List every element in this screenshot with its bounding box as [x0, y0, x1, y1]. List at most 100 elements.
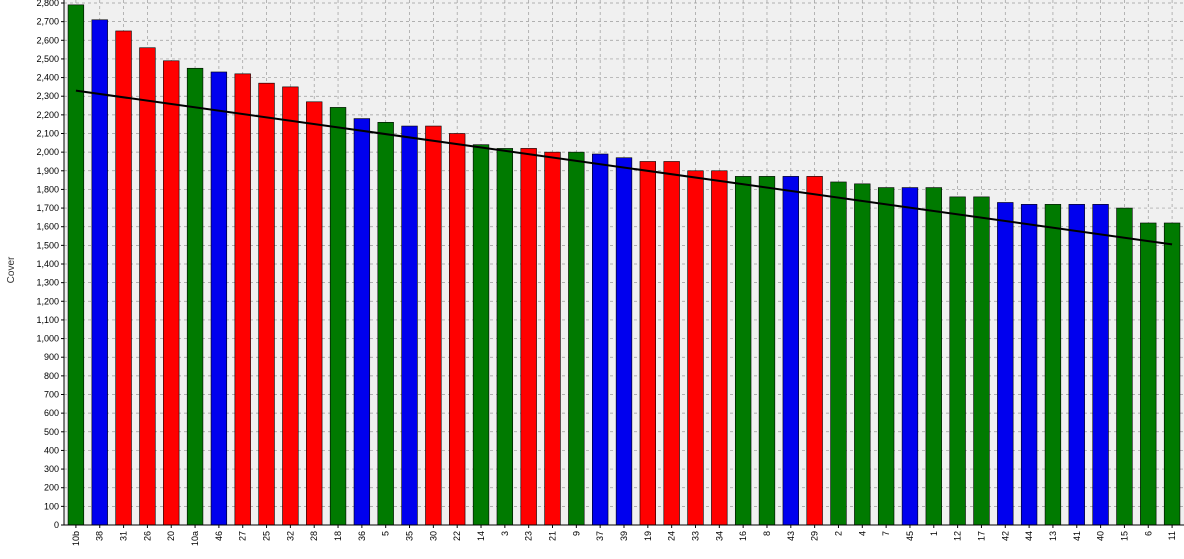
- bar-26: [139, 47, 156, 526]
- bar-30: [425, 125, 442, 526]
- y-tick-label: 1,000: [36, 334, 59, 344]
- bar-3: [496, 148, 514, 526]
- bar-24: [663, 161, 680, 526]
- x-tick-label: 39: [619, 531, 629, 541]
- x-tick-label: 9: [571, 531, 581, 536]
- y-axis-label: Cover: [6, 256, 17, 283]
- y-tick-label: 400: [44, 445, 59, 455]
- y-tick-label: 700: [44, 390, 59, 400]
- bar-39: [615, 157, 633, 526]
- y-tick-label: 900: [44, 352, 59, 362]
- x-tick-label: 8: [762, 531, 772, 536]
- x-tick-label: 44: [1024, 531, 1034, 541]
- bar-18: [329, 107, 347, 526]
- y-tick-label: 2,500: [36, 54, 59, 64]
- x-tick-label: 43: [786, 531, 796, 541]
- x-tick-label: 2: [833, 531, 843, 536]
- bar-6: [1140, 222, 1157, 526]
- x-tick-label: 1: [929, 531, 939, 536]
- bar-19: [639, 161, 656, 526]
- bar-2: [830, 181, 847, 526]
- x-tick-label: 29: [810, 531, 820, 541]
- bar-11: [1163, 222, 1181, 526]
- x-tick-label: 20: [166, 531, 176, 541]
- x-tick-label: 46: [214, 531, 224, 541]
- y-tick-label: 1,800: [36, 184, 59, 194]
- x-tick-label: 23: [524, 531, 534, 541]
- x-tick-label: 6: [1143, 531, 1153, 536]
- x-tick-label: 21: [548, 531, 558, 541]
- y-tick-label: 1,200: [36, 296, 59, 306]
- bar-34: [711, 170, 728, 526]
- x-tick-label: 10a: [190, 531, 200, 546]
- bar-23: [520, 148, 537, 526]
- bar-29: [806, 176, 823, 526]
- x-tick-label: 7: [881, 531, 891, 536]
- y-axis-ticks: 0 100 200 300 400 500 600 700 800 900 1,000 1,100 1,…: [36, 0, 64, 530]
- x-tick-label: 33: [690, 531, 700, 541]
- x-tick-label: 25: [262, 531, 272, 541]
- bar-32: [282, 86, 299, 526]
- y-tick-label: 2,400: [36, 73, 59, 83]
- x-tick-label: 17: [976, 531, 986, 541]
- bar-16: [734, 176, 752, 526]
- bar-12: [949, 196, 966, 526]
- x-tick-label: 30: [428, 531, 438, 541]
- y-tick-label: 2,200: [36, 110, 59, 120]
- bar-8: [758, 176, 776, 526]
- x-tick-label: 3: [500, 531, 510, 536]
- bar-13: [1044, 204, 1062, 526]
- y-tick-label: 1,900: [36, 166, 59, 176]
- y-tick-label: 0: [54, 520, 59, 530]
- x-tick-label: 32: [285, 531, 295, 541]
- bar-36: [353, 118, 371, 526]
- y-tick-label: 2,700: [36, 17, 59, 27]
- y-tick-label: 200: [44, 483, 59, 493]
- x-tick-label: 36: [357, 531, 367, 541]
- x-tick-label: 14: [476, 531, 486, 541]
- x-tick-label: 38: [95, 531, 105, 541]
- y-tick-label: 300: [44, 464, 59, 474]
- bar-9: [568, 151, 585, 526]
- bar-42: [997, 202, 1014, 526]
- bars: [67, 4, 1181, 526]
- x-tick-label: 5: [381, 531, 391, 536]
- bar-37: [592, 153, 609, 526]
- y-tick-label: 100: [44, 501, 59, 511]
- x-tick-label: 31: [119, 531, 129, 541]
- bar-33: [687, 170, 704, 526]
- bar-44: [1020, 204, 1038, 526]
- y-tick-label: 1,300: [36, 278, 59, 288]
- x-tick-label: 4: [857, 531, 867, 536]
- x-tick-label: 27: [238, 531, 248, 541]
- y-tick-label: 1,100: [36, 315, 59, 325]
- bar-10b: [67, 4, 85, 526]
- bar-5: [377, 122, 394, 526]
- y-tick-label: 2,800: [36, 0, 59, 8]
- x-tick-label: 13: [1048, 531, 1058, 541]
- bar-21: [544, 151, 561, 526]
- x-tick-label: 10b: [71, 531, 81, 546]
- x-tick-label: 45: [905, 531, 915, 541]
- x-tick-label: 40: [1096, 531, 1106, 541]
- x-axis-ticks: 10b 38 31 26 20 10a 46 27 25 32 28 18 36 5 35 30 22 14 3 23…: [71, 525, 1177, 546]
- trendline: [75, 89, 1173, 246]
- bar-45: [901, 187, 919, 526]
- x-tick-label: 26: [142, 531, 152, 541]
- bar-28: [306, 101, 323, 526]
- bar-7: [877, 187, 895, 526]
- bar-35: [401, 125, 418, 526]
- bar-43: [782, 176, 799, 526]
- bar-14: [472, 144, 490, 526]
- x-tick-label: 28: [309, 531, 319, 541]
- x-tick-label: 22: [452, 531, 462, 541]
- bar-1: [925, 187, 942, 526]
- bar-20: [163, 60, 180, 526]
- x-tick-label: 12: [953, 531, 963, 541]
- y-tick-label: 2,300: [36, 91, 59, 101]
- bar-4: [854, 183, 871, 526]
- y-tick-label: 1,400: [36, 259, 59, 269]
- bar-22: [449, 133, 466, 526]
- x-tick-label: 11: [1167, 531, 1177, 540]
